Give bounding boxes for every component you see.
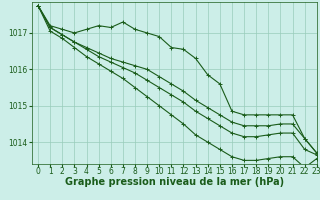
X-axis label: Graphe pression niveau de la mer (hPa): Graphe pression niveau de la mer (hPa) bbox=[65, 177, 284, 187]
